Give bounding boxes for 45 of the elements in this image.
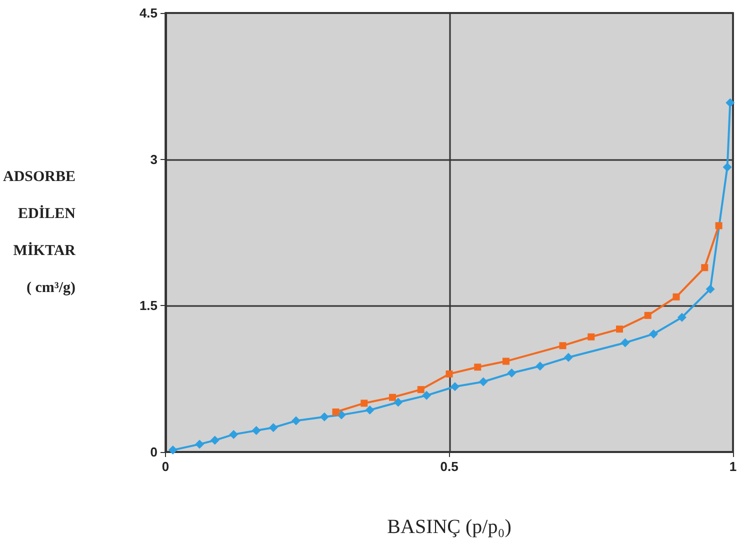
point <box>620 338 630 348</box>
point <box>417 386 424 394</box>
point <box>422 390 432 400</box>
point <box>292 416 301 426</box>
point <box>677 312 686 322</box>
point <box>672 293 680 300</box>
point <box>229 430 238 439</box>
point <box>360 400 368 407</box>
point <box>268 423 278 432</box>
point <box>320 412 329 422</box>
point <box>389 394 396 401</box>
point <box>644 312 652 319</box>
point <box>168 446 178 455</box>
y-tick-label: 1.5 <box>139 298 158 314</box>
point <box>507 368 516 378</box>
point <box>726 98 735 108</box>
point <box>722 162 732 172</box>
point <box>701 264 708 272</box>
point <box>715 222 722 230</box>
point <box>195 440 204 449</box>
point <box>616 326 624 333</box>
point <box>252 426 261 436</box>
x-tick-label: 1 <box>729 459 737 474</box>
x-tick-label: 0 <box>162 459 170 474</box>
point <box>446 370 453 378</box>
y-tick-label: 4.5 <box>139 6 158 20</box>
point <box>502 358 510 365</box>
y-tick-label: 0 <box>150 444 158 460</box>
point <box>649 329 658 338</box>
point <box>450 382 460 392</box>
point <box>332 408 340 416</box>
point <box>536 362 545 371</box>
point <box>210 436 220 445</box>
y-tick-label: 3 <box>150 152 158 167</box>
text: ADSORBE EDİLEN MİKTAR ( cm³/g) <box>2 169 76 296</box>
point <box>564 352 573 362</box>
point <box>559 342 566 350</box>
point <box>588 333 595 340</box>
point <box>478 377 488 386</box>
point <box>394 398 403 407</box>
point <box>474 364 482 371</box>
x-tick-label: 0.5 <box>440 459 458 474</box>
point <box>365 406 374 415</box>
point <box>706 284 715 294</box>
x-axis-title: BASINÇ (p/p₀) <box>387 516 512 538</box>
